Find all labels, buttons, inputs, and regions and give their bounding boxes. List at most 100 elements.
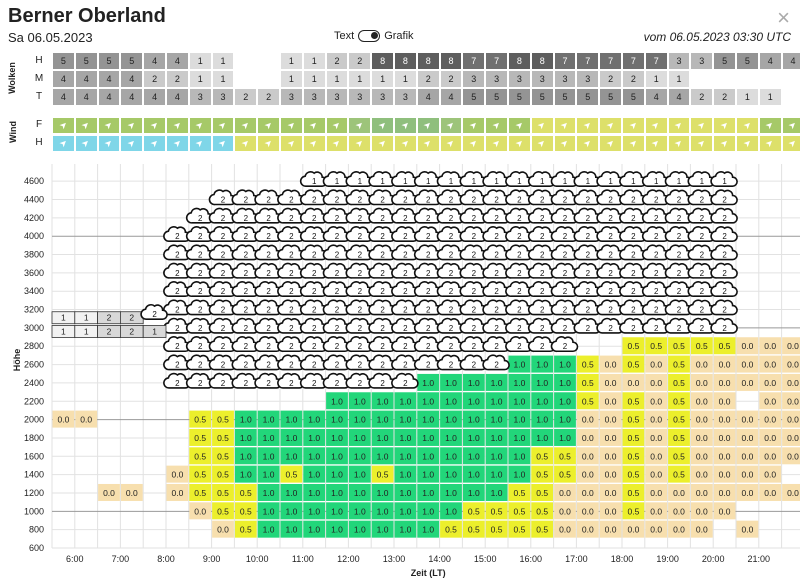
cloud-icon: 2 bbox=[254, 299, 282, 316]
cloud-icon: 2 bbox=[482, 354, 510, 371]
cloud-count: 2 bbox=[631, 306, 636, 315]
thermal-value: 1.0 bbox=[354, 470, 366, 480]
cloud-count: 2 bbox=[403, 287, 408, 296]
strip-value: 1 bbox=[61, 326, 66, 336]
thermal-cell bbox=[394, 502, 417, 520]
cloud-cell: 4 bbox=[120, 70, 144, 88]
cloud-icon: 2 bbox=[299, 336, 328, 353]
cloud-icon: 2 bbox=[664, 189, 693, 206]
thermal-cell bbox=[713, 410, 736, 428]
wind-cell: ➤ bbox=[485, 135, 508, 152]
thermal-cell bbox=[234, 502, 257, 520]
wind-cell: ➤ bbox=[211, 117, 235, 134]
cloud-icon: 2 bbox=[208, 354, 237, 371]
cloud-count: 2 bbox=[221, 361, 226, 370]
y-tick-label: 3400 bbox=[24, 286, 44, 296]
cloud-count: 2 bbox=[700, 287, 705, 296]
cloud-icon: 2 bbox=[254, 207, 282, 224]
cloud-icon: 2 bbox=[277, 336, 305, 353]
thermal-cell bbox=[599, 520, 622, 538]
thermal-cell bbox=[668, 428, 690, 446]
cloud-icon: 2 bbox=[368, 354, 396, 371]
thermal-cell bbox=[622, 502, 645, 520]
thermal-cell bbox=[759, 410, 782, 428]
cloud-icon: 2 bbox=[550, 281, 579, 298]
cloud-count: 2 bbox=[654, 287, 659, 296]
thermal-cell bbox=[257, 447, 280, 465]
thermal-cell bbox=[645, 355, 668, 373]
cloud-cell: 4 bbox=[97, 70, 121, 88]
cloud-icon: 2 bbox=[277, 189, 305, 206]
cloud-count: 2 bbox=[198, 379, 203, 388]
cloud-count: 2 bbox=[244, 232, 249, 241]
thermal-value: 0.0 bbox=[605, 451, 617, 461]
cloud-cell: 1 bbox=[302, 52, 326, 70]
thermal-cell bbox=[782, 392, 800, 410]
thermal-value: 0.0 bbox=[103, 488, 115, 498]
wind-cell: ➤ bbox=[736, 135, 759, 152]
y-tick-label: 1800 bbox=[24, 433, 44, 443]
view-toggle[interactable]: Text Grafik bbox=[334, 30, 414, 42]
toggle-switch[interactable] bbox=[358, 30, 381, 42]
cloud-count: 1 bbox=[358, 177, 363, 186]
thermal-value: 0.5 bbox=[377, 470, 389, 480]
thermal-value: 0.0 bbox=[696, 506, 708, 516]
cloud-count: 2 bbox=[198, 232, 203, 241]
cloud-count: 2 bbox=[608, 196, 613, 205]
thermal-cell bbox=[417, 428, 440, 446]
cloud-icon: 2 bbox=[254, 372, 282, 389]
cloud-count: 2 bbox=[335, 196, 340, 205]
thermal-cell bbox=[690, 447, 713, 465]
cloud-icon: 2 bbox=[482, 189, 510, 206]
cloud-icon: 2 bbox=[231, 189, 260, 206]
thermal-cell bbox=[599, 355, 622, 373]
thermal-cell bbox=[440, 502, 462, 520]
cloud-cell: 1 bbox=[280, 52, 303, 70]
close-icon[interactable]: × bbox=[777, 5, 790, 30]
y-tick-label: 3200 bbox=[24, 305, 44, 315]
cloud-count: 2 bbox=[608, 287, 613, 296]
thermal-value: 0.0 bbox=[650, 415, 662, 425]
thermal-value: 1.0 bbox=[331, 433, 343, 443]
cloud-icon: 2 bbox=[368, 372, 396, 389]
cloud-cell: 1 bbox=[394, 70, 417, 88]
cloud-icon: 2 bbox=[505, 281, 533, 298]
thermal-cell bbox=[599, 392, 622, 410]
cloud-icon: 2 bbox=[413, 317, 442, 334]
cloud-icon: 2 bbox=[277, 226, 305, 242]
thermal-cell bbox=[348, 410, 371, 428]
cloud-icon: 2 bbox=[208, 281, 237, 298]
thermal-value: 1.0 bbox=[468, 470, 480, 480]
thermal-cell bbox=[257, 410, 280, 428]
cloud-icon: 2 bbox=[231, 372, 260, 389]
thermal-value: 0.0 bbox=[605, 470, 617, 480]
cloud-count: 2 bbox=[722, 269, 727, 278]
thermal-cell bbox=[645, 483, 668, 501]
cloud-icon: 2 bbox=[277, 281, 305, 298]
cloud-icon: 1 bbox=[550, 171, 579, 187]
thermal-value: 0.5 bbox=[217, 470, 229, 480]
x-tick-label: 16:00 bbox=[520, 554, 543, 564]
thermal-cell bbox=[326, 483, 348, 501]
cloud-icon: 2 bbox=[459, 299, 488, 316]
cloud-count: 2 bbox=[244, 361, 249, 370]
thermal-cell bbox=[508, 428, 531, 446]
cloud-icon: 2 bbox=[527, 189, 556, 206]
cloud-count: 2 bbox=[700, 196, 705, 205]
cloud-count: 2 bbox=[358, 361, 363, 370]
cloud-count: 1 bbox=[722, 177, 727, 186]
cloud-count: 1 bbox=[335, 177, 340, 186]
thermal-value: 0.5 bbox=[627, 506, 639, 516]
cloud-count: 1 bbox=[449, 177, 454, 186]
cloud-cell: 2 bbox=[325, 52, 349, 70]
cloud-cell: 5 bbox=[713, 52, 736, 70]
cloud-cell: 1 bbox=[667, 70, 691, 88]
cloud-cell: 5 bbox=[97, 52, 121, 70]
cloud-cell: 3 bbox=[576, 70, 600, 88]
thermal-value: 0.0 bbox=[171, 470, 183, 480]
thermal-value: 0.5 bbox=[696, 341, 708, 351]
thermal-cell bbox=[462, 520, 485, 538]
cloud-icon: 2 bbox=[413, 244, 442, 261]
wind-cell: ➤ bbox=[622, 117, 645, 134]
cloud-count: 2 bbox=[426, 361, 431, 370]
